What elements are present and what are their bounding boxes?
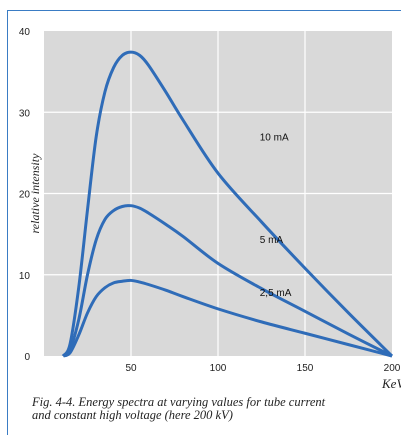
y-tick-label: 20: [19, 190, 31, 201]
caption-line-2: and constant high voltage (here 200 kV): [32, 408, 233, 422]
x-tick-label: 100: [210, 363, 227, 374]
y-axis-label: relative intensity: [28, 153, 42, 234]
series-line-0: [61, 50, 394, 358]
y-tick-label: 30: [19, 108, 31, 119]
figure-frame: [7, 10, 401, 435]
series-label-1: 5 mA: [260, 235, 284, 246]
series-lines: [61, 50, 394, 358]
series-label-0: 10 mA: [260, 133, 289, 144]
x-tick-label: 200: [384, 363, 401, 374]
figure-caption: Fig. 4-4. Energy spectra at varying valu…: [32, 396, 401, 422]
y-tick-labels: 0 10 20 30 40: [19, 27, 31, 363]
series-line-2: [62, 278, 393, 358]
x-tick-label: 150: [297, 363, 314, 374]
x-tick-label: 50: [125, 363, 137, 374]
y-tick-label: 10: [19, 271, 31, 282]
y-tick-label: 0: [24, 352, 30, 363]
y-tick-label: 40: [19, 27, 31, 38]
x-tick-labels: 50 100 150 200: [125, 363, 400, 374]
caption-line-1: Fig. 4-4. Energy spectra at varying valu…: [32, 396, 326, 409]
chart: 0 10 20 30 40 50 100 150 200 10 mA 5 mA 2,5 mA re…: [19, 27, 401, 391]
series-label-2: 2,5 mA: [260, 288, 292, 299]
series-labels: 10 mA 5 mA 2,5 mA: [260, 133, 292, 299]
grid: [44, 31, 392, 356]
x-axis-unit: KeV: [381, 376, 401, 391]
series-line-1: [62, 204, 393, 358]
